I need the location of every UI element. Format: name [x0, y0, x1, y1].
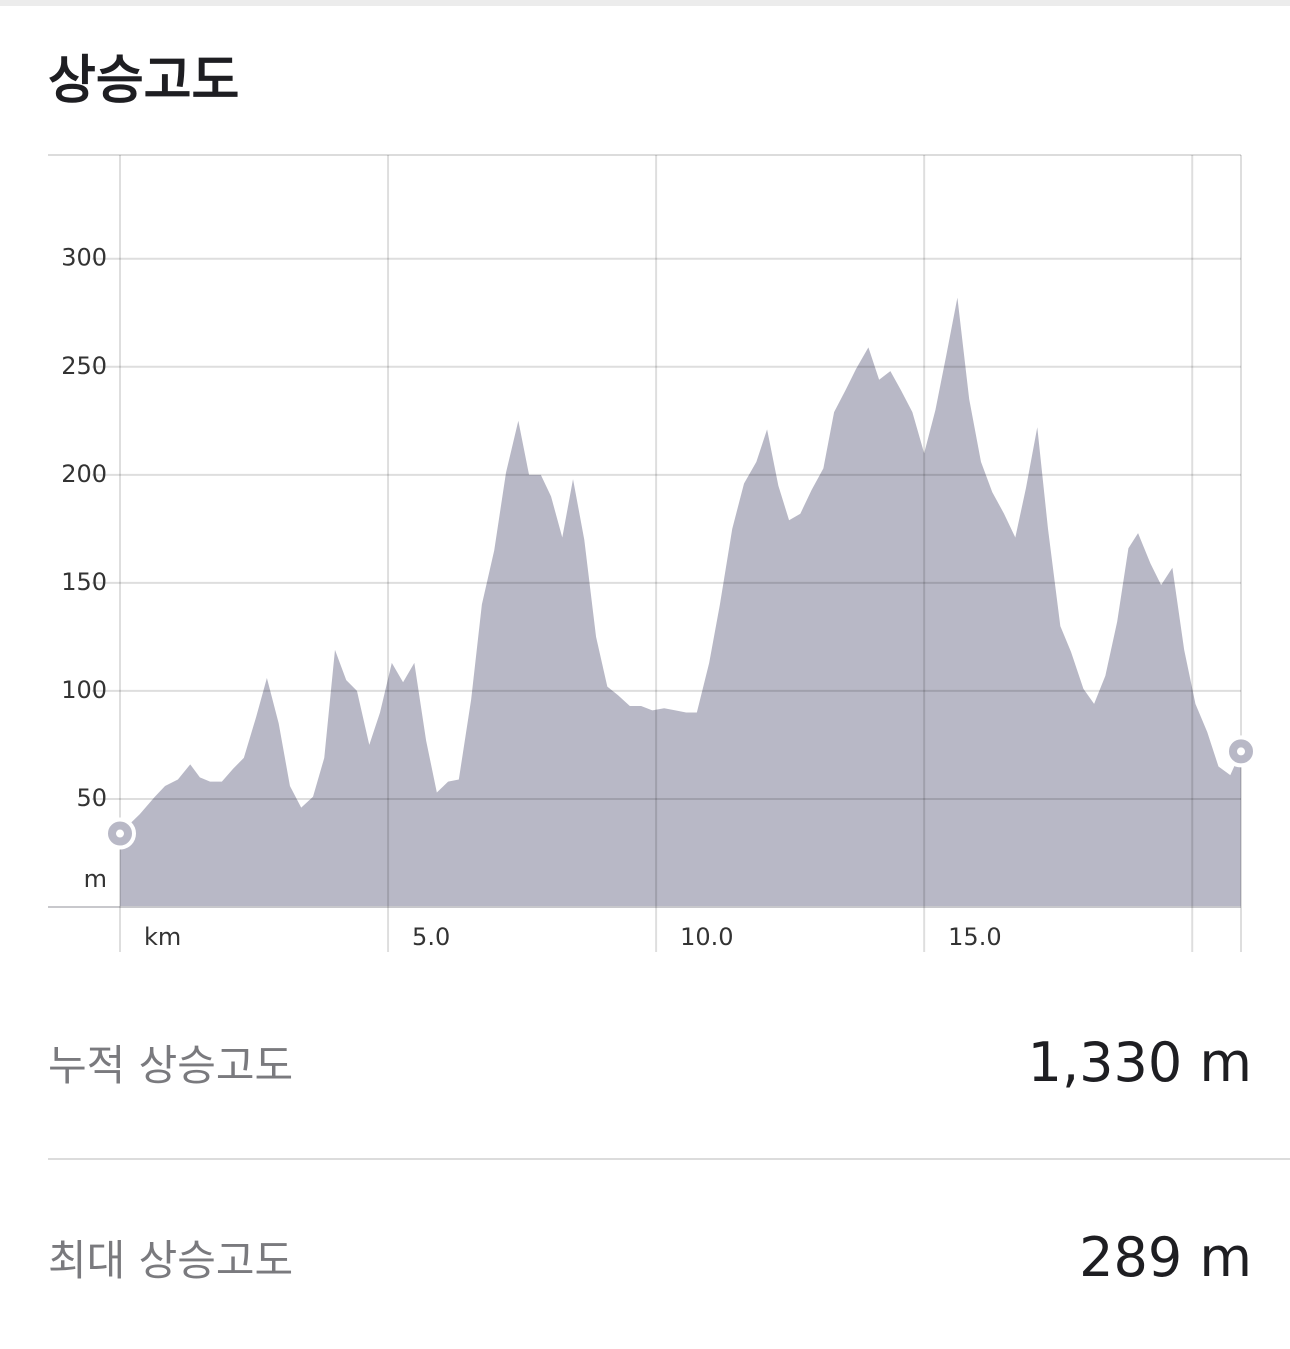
y-tick-label: 100 [61, 676, 107, 704]
elevation-area [120, 297, 1241, 907]
x-tick-label: 10.0 [680, 923, 733, 951]
stat-row: 최대 상승고도 289 m [48, 1217, 1252, 1297]
separator [48, 1158, 1290, 1160]
x-tick-label: km [144, 923, 181, 951]
stat-label: 누적 상승고도 [48, 1040, 294, 1090]
top-bar [0, 0, 1290, 6]
title: 상승고도 [48, 51, 240, 111]
chart: 50 100 150 200 250 300 m km 5.0 10.0 15.0 [48, 154, 1257, 952]
y-tick-label: 250 [61, 352, 107, 380]
x-tick-label: 5.0 [412, 923, 450, 951]
x-tick-label: 15.0 [948, 923, 1001, 951]
y-tick-label: 300 [61, 244, 107, 272]
y-tick-label: 50 [76, 784, 107, 812]
y-axis-unit: m [84, 865, 107, 893]
stat-row: 누적 상승고도 1,330 m [48, 1022, 1252, 1102]
stat-value: 289 m [1079, 1225, 1252, 1289]
y-tick-label: 200 [61, 460, 107, 488]
stat-value: 1,330 m [1027, 1030, 1252, 1094]
y-tick-label: 150 [61, 568, 107, 596]
endpoint-marker-dot [116, 829, 124, 838]
endpoint-marker-dot [1237, 747, 1245, 756]
stat-label: 최대 상승고도 [48, 1235, 294, 1285]
